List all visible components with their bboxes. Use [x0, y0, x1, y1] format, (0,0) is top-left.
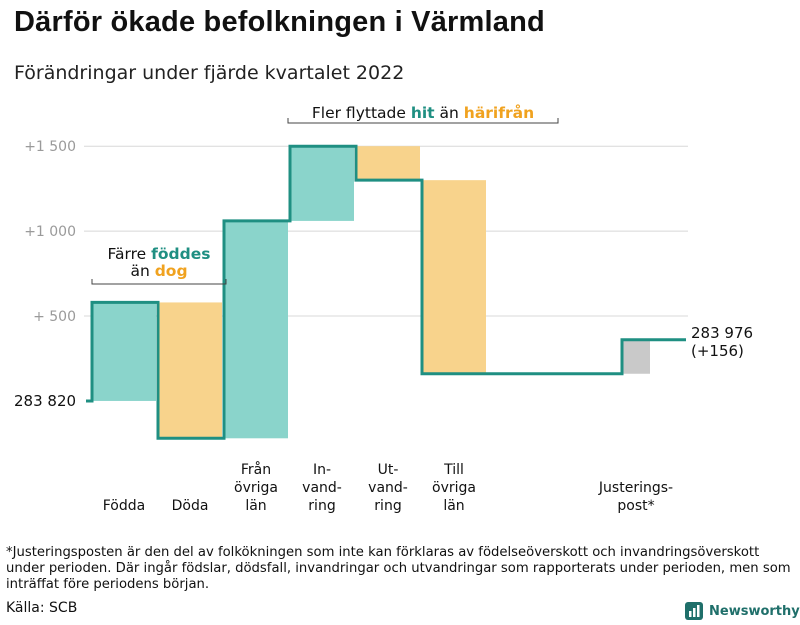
x-label-line: Döda	[172, 498, 209, 514]
x-label-line: Födda	[103, 498, 145, 514]
end-value-label: 283 976	[691, 324, 753, 342]
brand-logo: Newsworthy	[684, 601, 800, 621]
x-label-justeringspost: Justerings-post*	[598, 480, 673, 514]
x-label-line: övriga	[234, 480, 278, 496]
x-label-födda: Födda	[103, 498, 145, 514]
annotation-segment: hit	[411, 104, 435, 122]
x-label-line: In-	[313, 462, 331, 478]
x-label-line: vand-	[368, 480, 408, 496]
end-change-label: (+156)	[691, 342, 744, 360]
annotation-segment: härifrån	[464, 103, 534, 122]
x-label-line: Från	[241, 461, 271, 478]
x-label-line: post*	[617, 498, 654, 514]
x-label-line: Ut-	[378, 462, 399, 478]
start-value-label: 283 820	[14, 392, 76, 410]
bar-döda	[158, 302, 222, 439]
x-label-utvandring: Ut-vand-ring	[368, 462, 408, 514]
annotation-bracket-migration	[287, 118, 559, 124]
annotation-segment: föddes	[151, 245, 210, 263]
x-label-line: ring	[308, 498, 335, 514]
annotation-births-deaths-line-0: Färre föddes	[108, 245, 211, 263]
annotation-migration-line-0: Fler flyttade hit än härifrån	[312, 103, 534, 122]
x-label-line: ring	[374, 498, 401, 514]
annotation-births-deaths-line-1: än dog	[130, 262, 187, 280]
brand-name: Newsworthy	[709, 603, 800, 619]
y-tick-label-1: +1 000	[24, 224, 76, 240]
x-label-line: län	[245, 498, 266, 514]
x-label-invandring: In-vand-ring	[302, 462, 342, 514]
bar-utvandring	[356, 146, 420, 181]
x-label-line: vand-	[302, 480, 342, 496]
bar-invandring	[290, 146, 354, 221]
annotation-segment: än	[435, 104, 464, 122]
source-note: Källa: SCB	[6, 600, 78, 616]
newsworthy-icon	[685, 602, 703, 620]
bar-till-övriga-län	[422, 180, 486, 374]
x-label-line: Till	[443, 462, 464, 478]
annotation-segment: dog	[155, 262, 188, 280]
x-label-line: Justerings-	[598, 480, 673, 496]
bar-från-övriga-län	[224, 220, 288, 439]
annotation-segment: än	[130, 262, 154, 280]
footnote: *Justeringsposten är den del av folkökni…	[6, 545, 791, 592]
bar-födda	[92, 302, 156, 401]
x-label-line: övriga	[432, 480, 476, 496]
annotation-segment: Fler flyttade	[312, 104, 411, 122]
page-title: Därför ökade befolkningen i Värmland	[14, 6, 545, 38]
annotation-segment: Färre	[108, 245, 152, 263]
waterfall-chart: + 500 +1 000 +1 500 283 820 283 976(+156) Föd…	[14, 103, 753, 514]
annotation-bracket-births-deaths	[91, 279, 227, 285]
x-label-döda: Döda	[172, 498, 209, 514]
y-tick-label-2: +1 500	[24, 139, 76, 155]
bar-justeringspost	[622, 339, 650, 374]
y-tick-label-0: + 500	[33, 309, 76, 325]
x-label-line: län	[443, 498, 464, 514]
page-subtitle: Förändringar under fjärde kvartalet 2022	[14, 62, 405, 84]
running-total-line	[86, 144, 686, 440]
x-label-till-övriga-län: Till övriga län	[432, 462, 476, 514]
x-label-från-övriga-län: Från övriga län	[234, 461, 278, 514]
